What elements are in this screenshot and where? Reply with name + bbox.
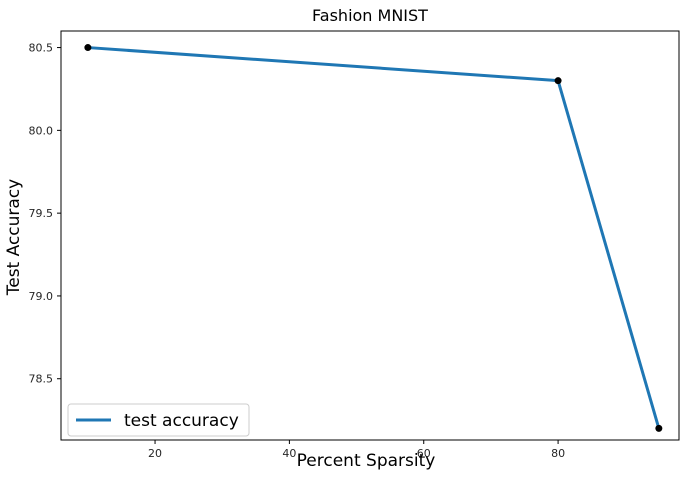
data-point [554,77,562,85]
series-layer [84,44,663,432]
plot-frame [60,30,680,441]
legend-label-test-accuracy: test accuracy [124,411,239,431]
y-axis-ticks: 78.5 79.0 79.5 80.0 80.5 [29,42,61,386]
x-axis-ticks: 20 40 60 80 [148,440,565,460]
y-tick-label: 79.0 [29,290,54,303]
x-tick-label: 80 [551,447,565,460]
x-tick-label: 60 [417,447,431,460]
legend-box [67,403,250,437]
x-tick-label: 20 [148,447,162,460]
legend: test accuracy [67,403,250,437]
y-tick-label: 80.0 [29,124,54,137]
chart-title: Fashion MNIST [312,6,428,25]
plot-area [60,30,680,441]
y-tick-label: 79.5 [29,207,54,220]
data-point [84,44,92,52]
y-tick-label: 78.5 [29,373,54,386]
x-axis-title: Percent Sparsity [297,451,436,471]
y-axis-title: Test Accuracy [4,179,24,297]
y-tick-label: 80.5 [29,42,54,55]
data-point [655,424,663,432]
x-tick-label: 40 [282,447,296,460]
